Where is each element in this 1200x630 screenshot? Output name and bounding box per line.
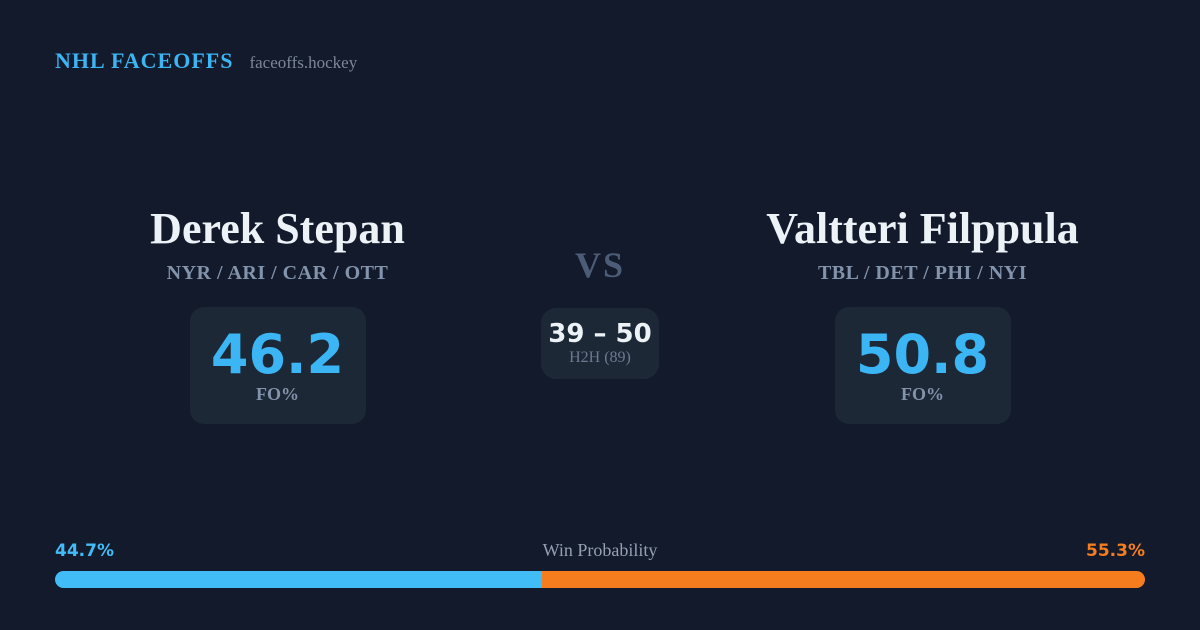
left-win-pct: 44.7% — [55, 541, 114, 561]
h2h-label: H2H (89) — [569, 349, 631, 367]
win-bar-right-segment — [542, 571, 1145, 588]
right-player-teams: TBL / DET / PHI / NYI — [817, 262, 1028, 285]
win-probability-section: 44.7% Win Probability 55.3% — [55, 540, 1145, 588]
left-fo-stat-card: 46.2 FO% — [189, 307, 366, 425]
vs-label: VS — [574, 245, 626, 285]
center-panel: VS 39 – 50 H2H (89) — [500, 205, 700, 379]
left-player-panel: Derek Stepan NYR / ARI / CAR / OTT 46.2 … — [55, 204, 500, 425]
win-probability-title: Win Probability — [542, 540, 658, 560]
right-fo-stat-card: 50.8 FO% — [834, 307, 1011, 425]
left-player-name: Derek Stepan — [150, 204, 405, 253]
h2h-score: 39 – 50 — [548, 318, 652, 349]
right-win-pct: 55.3% — [1086, 541, 1145, 561]
right-player-name: Valtteri Filppula — [766, 204, 1079, 253]
left-fo-label: FO% — [256, 384, 299, 405]
win-probability-labels: 44.7% Win Probability 55.3% — [55, 540, 1145, 561]
brand-logo-text: NHL FACEOFFS — [55, 48, 234, 73]
matchup-row: Derek Stepan NYR / ARI / CAR / OTT 46.2 … — [55, 204, 1145, 425]
right-player-panel: Valtteri Filppula TBL / DET / PHI / NYI … — [700, 204, 1145, 425]
header: NHL FACEOFFS faceoffs.hockey — [55, 48, 357, 74]
left-player-teams: NYR / ARI / CAR / OTT — [166, 262, 389, 285]
right-fo-value: 50.8 — [855, 322, 990, 386]
left-fo-value: 46.2 — [210, 322, 345, 386]
site-url-text: faceoffs.hockey — [249, 53, 358, 72]
h2h-card: 39 – 50 H2H (89) — [541, 308, 659, 379]
win-bar-left-segment — [55, 571, 543, 588]
win-probability-bar — [55, 571, 1145, 588]
right-fo-label: FO% — [901, 384, 944, 405]
